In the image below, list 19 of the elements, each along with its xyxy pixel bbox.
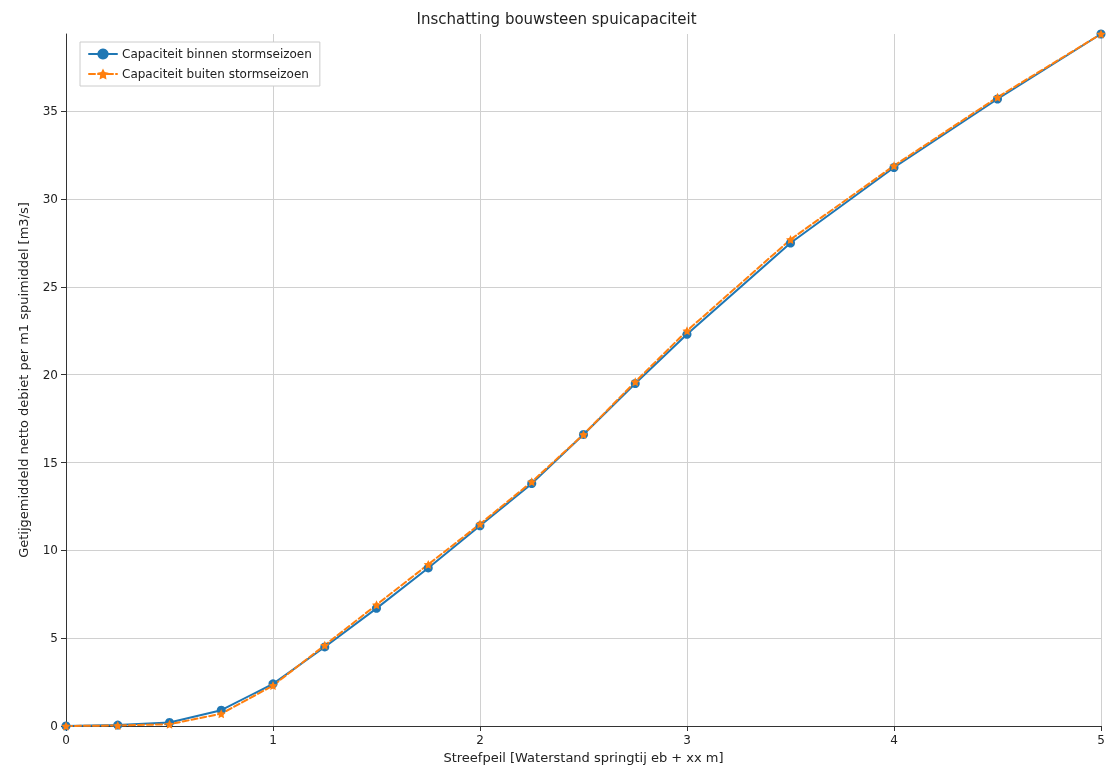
y-axis-title: Getijgemiddeld netto debiet per m1 spuimiddel [m3/s] — [16, 202, 31, 558]
y-tick-label: 10 — [42, 543, 58, 558]
x-tick-label: 1 — [269, 733, 277, 747]
y-tick-label: 35 — [42, 104, 58, 119]
y-tick-label: 15 — [42, 455, 58, 470]
x-tick-label: 0 — [62, 733, 70, 747]
x-axis-title: Streefpeil [Waterstand springtij eb + xx m] — [443, 749, 724, 765]
y-tick-label: 30 — [42, 192, 58, 207]
y-tick-label: 20 — [42, 367, 58, 382]
y-tick-label: 25 — [42, 279, 58, 294]
y-tick-label: 0 — [50, 719, 58, 733]
y-tick-label: 5 — [50, 631, 58, 646]
x-tick-label: 2 — [476, 733, 484, 747]
x-tick-label: 5 — [1097, 733, 1105, 747]
chart-title: Inschatting bouwsteen spuicapaciteit — [416, 9, 697, 28]
x-tick-label: 3 — [683, 733, 691, 747]
legend-label: Capaciteit binnen stormseizoen — [122, 47, 312, 61]
x-tick-label: 4 — [890, 733, 898, 747]
legend-label: Capaciteit buiten stormseizoen — [122, 67, 309, 81]
